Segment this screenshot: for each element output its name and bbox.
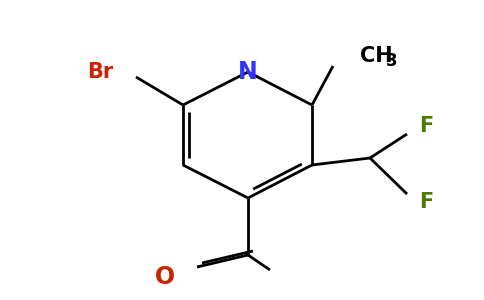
Text: Br: Br bbox=[87, 62, 113, 82]
Text: 3: 3 bbox=[386, 52, 398, 70]
Text: O: O bbox=[155, 265, 175, 289]
Text: F: F bbox=[419, 192, 433, 212]
Text: F: F bbox=[419, 116, 433, 136]
Text: N: N bbox=[238, 60, 258, 84]
Text: CH: CH bbox=[360, 46, 393, 66]
